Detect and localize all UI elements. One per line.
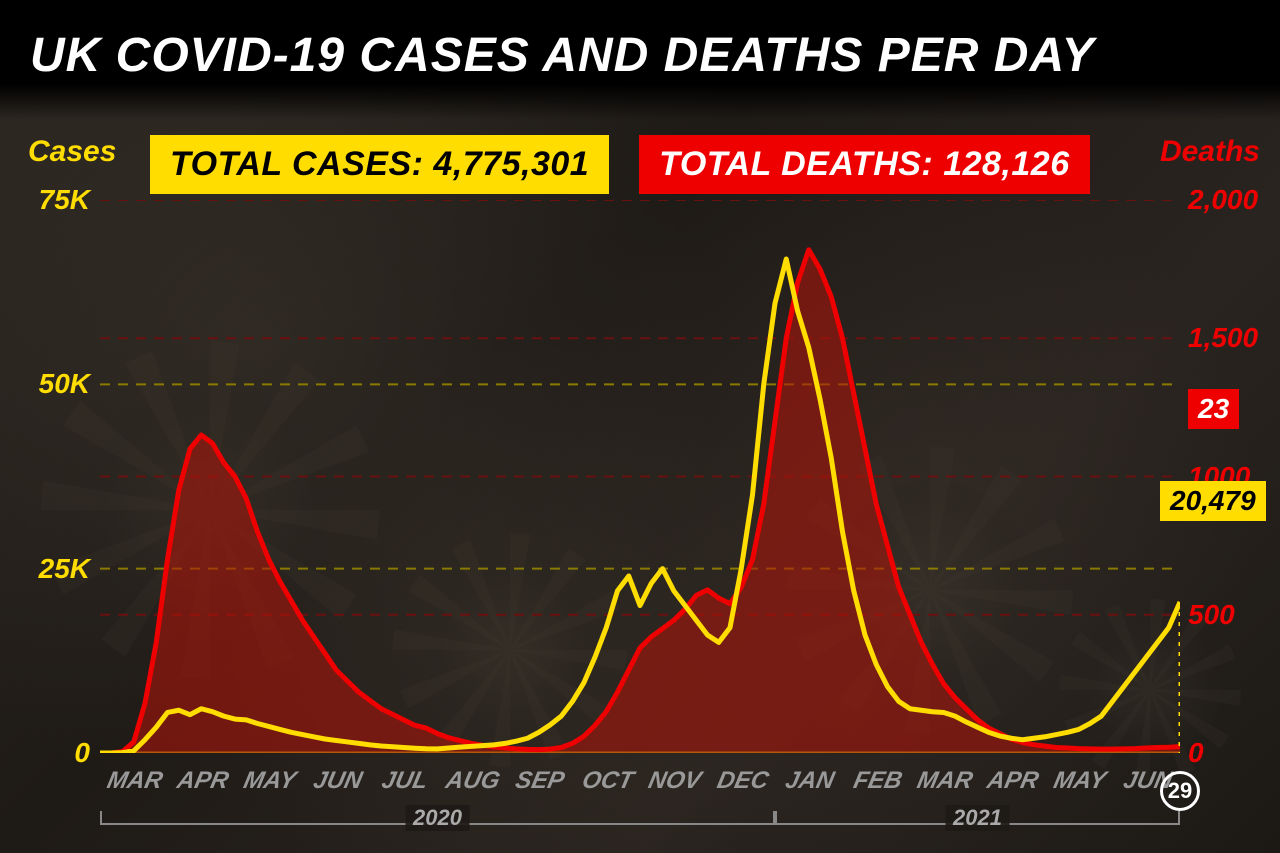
- end-date-circle: 29: [1160, 771, 1200, 811]
- month-label: APR: [163, 767, 239, 805]
- month-label: MAY: [231, 767, 307, 805]
- month-label: MAR: [96, 767, 172, 805]
- y-tick-left: 50K: [25, 368, 90, 400]
- y-tick-right: 1,500: [1188, 322, 1258, 354]
- month-label: DEC: [703, 767, 779, 805]
- month-label: JUL: [366, 767, 442, 805]
- y-tick-right: 500: [1188, 599, 1258, 631]
- chart-title: UK COVID-19 CASES AND DEATHS PER DAY: [30, 28, 1095, 83]
- y-tick-right: 2,000: [1188, 184, 1258, 216]
- title-bar: UK COVID-19 CASES AND DEATHS PER DAY: [0, 0, 1280, 120]
- month-label: OCT: [568, 767, 644, 805]
- month-label: MAY: [1041, 767, 1117, 805]
- y-tick-right: 0: [1188, 737, 1258, 769]
- month-label: NOV: [636, 767, 712, 805]
- chart-svg: [100, 200, 1180, 753]
- month-label: AUG: [433, 767, 509, 805]
- year-brackets: 20202021: [100, 811, 1180, 841]
- y-tick-left: 75K: [25, 184, 90, 216]
- right-axis-label: Deaths: [1160, 135, 1260, 169]
- chart-area: 025K50K75K050010001,5002,000: [100, 200, 1180, 753]
- current-cases-callout: 20,479: [1160, 481, 1266, 521]
- month-label: SEP: [501, 767, 577, 805]
- year-label: 2020: [405, 805, 470, 831]
- y-tick-left: 25K: [25, 553, 90, 585]
- current-deaths-callout: 23: [1188, 389, 1239, 429]
- month-label: MAR: [906, 767, 982, 805]
- year-label: 2021: [945, 805, 1010, 831]
- month-label: JAN: [771, 767, 847, 805]
- month-label: FEB: [838, 767, 914, 805]
- x-axis-months: MARAPRMAYJUNJULAUGSEPOCTNOVDECJANFEBMARA…: [100, 767, 1180, 805]
- month-label: JUN: [298, 767, 374, 805]
- y-tick-left: 0: [25, 737, 90, 769]
- left-axis-label: Cases: [28, 135, 116, 169]
- total-deaths-badge: TOTAL DEATHS: 128,126: [639, 135, 1089, 194]
- month-label: APR: [973, 767, 1049, 805]
- totals-badges: TOTAL CASES: 4,775,301 TOTAL DEATHS: 128…: [150, 135, 1090, 194]
- total-cases-badge: TOTAL CASES: 4,775,301: [150, 135, 609, 194]
